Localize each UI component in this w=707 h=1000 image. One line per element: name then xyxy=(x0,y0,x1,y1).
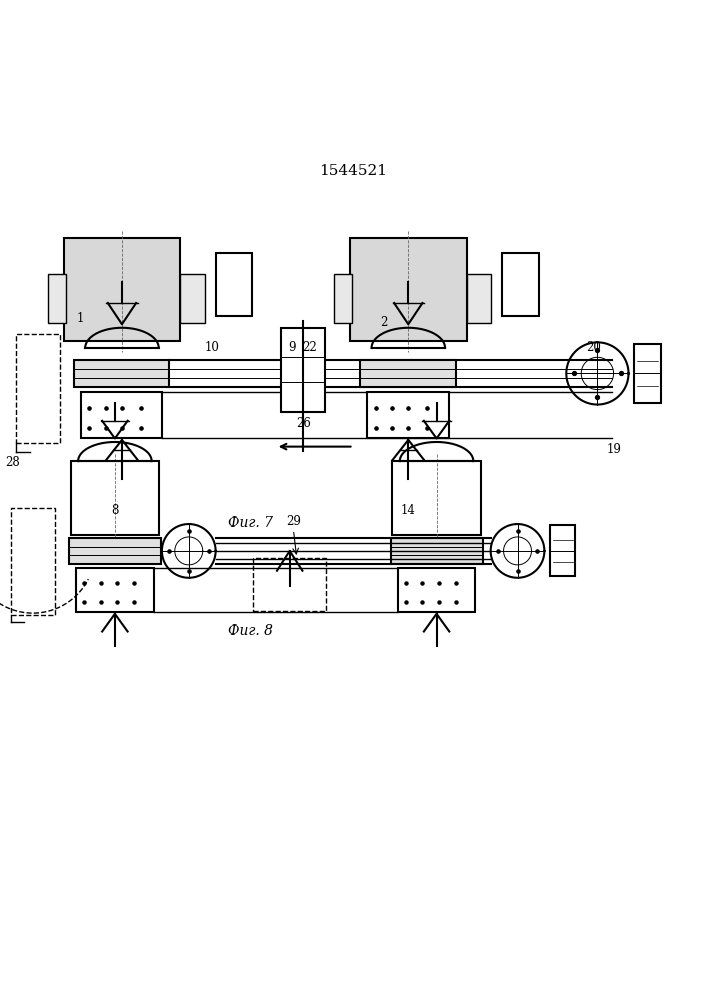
Bar xyxy=(71,461,159,535)
Text: Фиг. 7: Фиг. 7 xyxy=(228,516,274,530)
Text: 1544521: 1544521 xyxy=(320,164,387,178)
Bar xyxy=(634,344,661,403)
Bar xyxy=(281,328,325,412)
Bar xyxy=(392,461,481,535)
Bar xyxy=(253,558,327,611)
Text: 20: 20 xyxy=(586,341,602,354)
Text: 28: 28 xyxy=(5,456,20,469)
Bar xyxy=(11,508,55,615)
Text: 8: 8 xyxy=(111,504,118,517)
Bar xyxy=(76,568,154,612)
Bar xyxy=(64,238,180,341)
Bar xyxy=(334,274,352,323)
Text: Фиг. 8: Фиг. 8 xyxy=(228,624,274,638)
Bar xyxy=(550,525,575,576)
Bar xyxy=(69,538,161,564)
Bar xyxy=(48,274,66,323)
Bar xyxy=(390,538,483,564)
Text: 22: 22 xyxy=(303,341,317,354)
Bar xyxy=(16,334,59,443)
Bar xyxy=(216,253,252,316)
Bar xyxy=(368,392,449,438)
Bar xyxy=(81,392,162,438)
Text: 29: 29 xyxy=(286,515,301,528)
Bar xyxy=(361,360,456,387)
Text: 1: 1 xyxy=(76,312,83,325)
Bar xyxy=(467,274,491,323)
Bar xyxy=(397,568,475,612)
Bar xyxy=(502,253,539,316)
Text: 10: 10 xyxy=(204,341,220,354)
Bar xyxy=(74,360,170,387)
Text: 14: 14 xyxy=(401,504,416,517)
Text: 2: 2 xyxy=(380,316,387,329)
Text: 26: 26 xyxy=(296,417,312,430)
Bar xyxy=(180,274,205,323)
Bar xyxy=(350,238,467,341)
Text: 9: 9 xyxy=(288,341,296,354)
Text: 19: 19 xyxy=(607,443,621,456)
